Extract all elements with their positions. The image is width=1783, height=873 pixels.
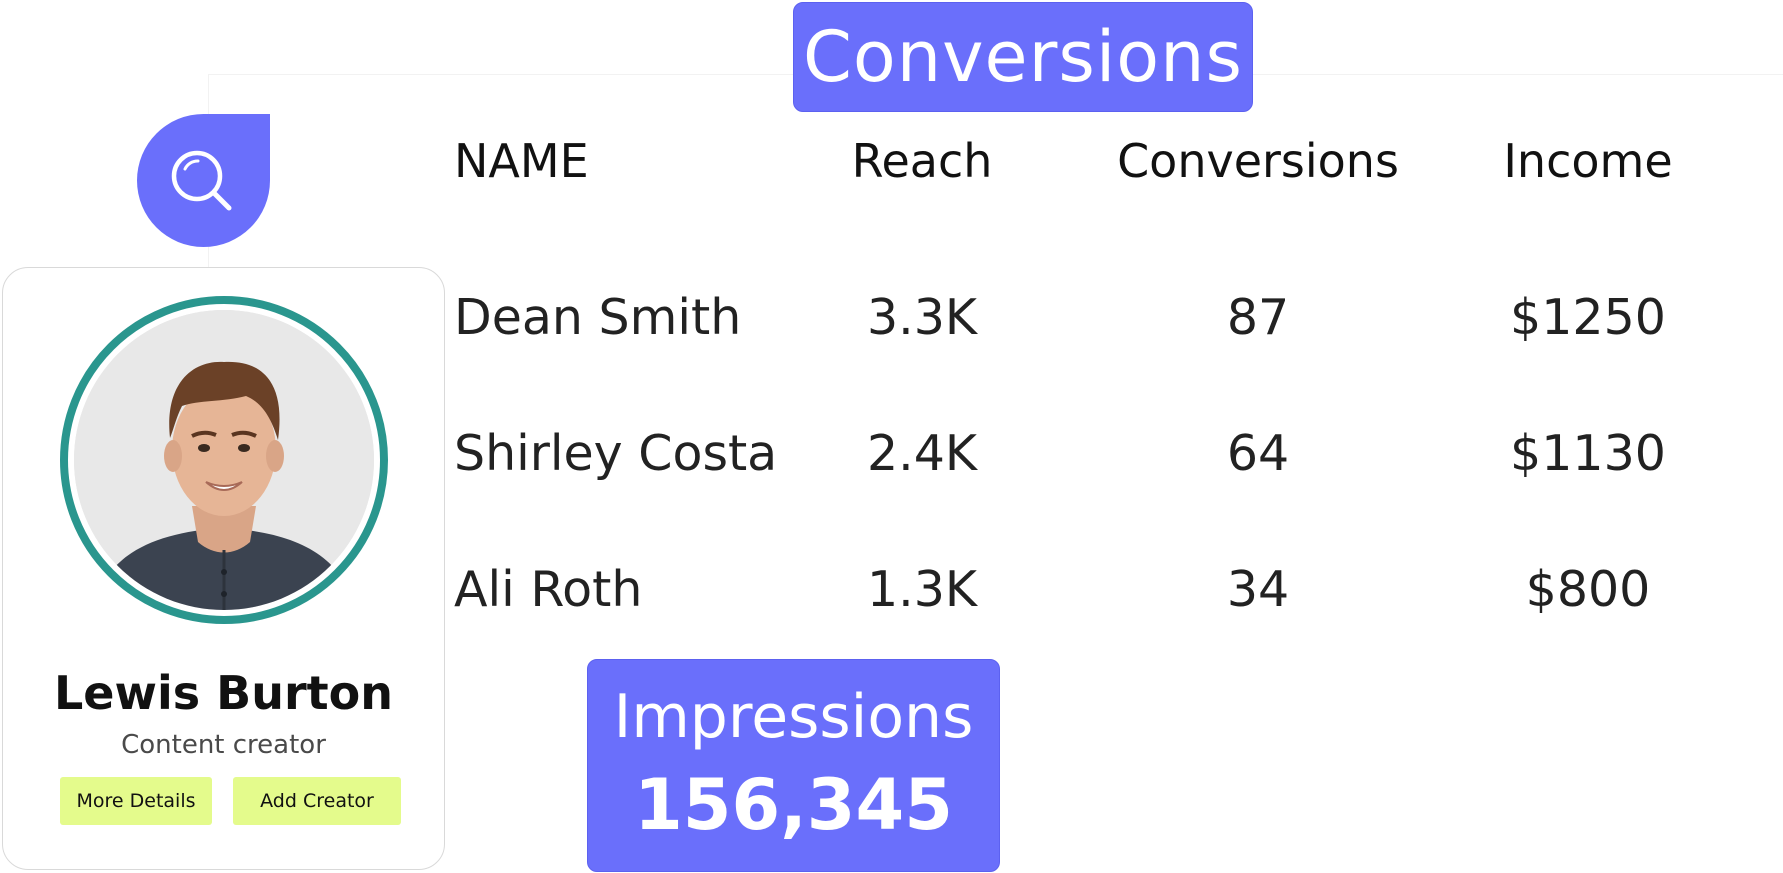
- column-header-conversions: Conversions: [1117, 134, 1399, 188]
- table-cell-name: Ali Roth: [454, 561, 643, 618]
- table-cell-income: $1250: [1510, 289, 1666, 346]
- column-header-name: NAME: [454, 134, 589, 188]
- avatar-ring: [60, 296, 388, 624]
- impressions-label: Impressions: [613, 682, 974, 752]
- creator-role: Content creator: [121, 730, 326, 760]
- search-button[interactable]: [137, 114, 270, 247]
- add-creator-button[interactable]: Add Creator: [233, 777, 401, 825]
- search-icon: [171, 150, 232, 211]
- table-cell-reach: 3.3K: [866, 289, 978, 346]
- table-cell-name: Shirley Costa: [454, 425, 778, 482]
- table-cell-conversions: 87: [1226, 289, 1290, 346]
- more-details-button[interactable]: More Details: [60, 777, 212, 825]
- table-panel: [208, 74, 1783, 714]
- avatar: [74, 310, 374, 610]
- conversions-badge: Conversions: [793, 2, 1253, 112]
- impressions-value: 156,345: [634, 764, 953, 846]
- table-cell-name: Dean Smith: [454, 289, 742, 346]
- table-cell-conversions: 64: [1226, 425, 1290, 482]
- column-header-reach: Reach: [851, 134, 993, 188]
- creator-name: Lewis Burton: [53, 666, 393, 720]
- table-cell-conversions: 34: [1226, 561, 1290, 618]
- avatar-photo: [74, 310, 374, 610]
- table-cell-reach: 2.4K: [866, 425, 978, 482]
- table-cell-reach: 1.3K: [866, 561, 978, 618]
- table-cell-income: $800: [1525, 561, 1651, 618]
- impressions-card: Impressions 156,345: [587, 659, 1000, 872]
- column-header-income: Income: [1503, 134, 1673, 188]
- creator-profile-card: Lewis Burton Content creator More Detail…: [2, 267, 445, 870]
- table-cell-income: $1130: [1510, 425, 1666, 482]
